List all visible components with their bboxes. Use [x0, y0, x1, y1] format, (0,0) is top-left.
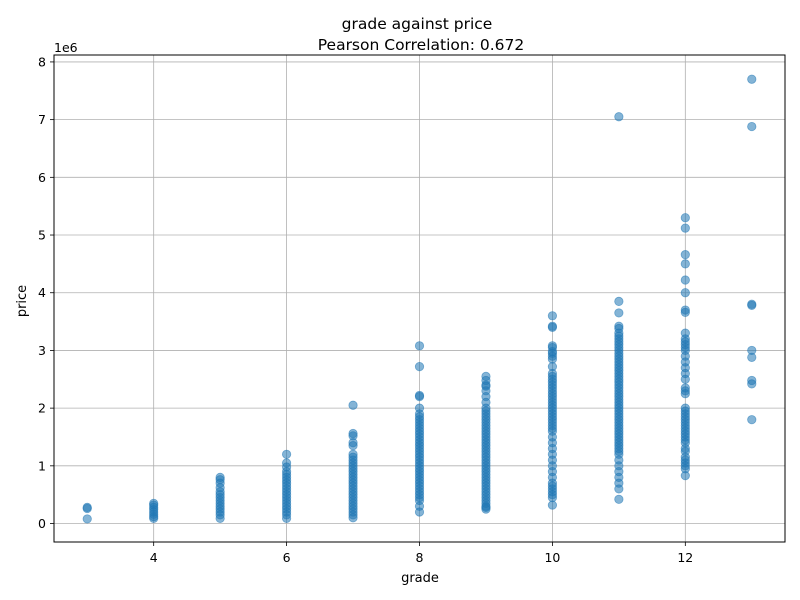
data-point [348, 441, 358, 451]
chart-subtitle: Pearson Correlation: 0.672 [318, 36, 525, 54]
data-point [747, 300, 757, 311]
x-tick-label: 8 [416, 550, 424, 565]
data-point [414, 391, 425, 402]
data-point [680, 259, 690, 269]
data-point [82, 514, 92, 524]
data-point [547, 311, 558, 321]
y-tick-label: 8 [38, 54, 46, 69]
grid-lines [54, 55, 785, 542]
data-point [614, 484, 624, 494]
x-tick-label: 4 [150, 550, 158, 565]
data-point [747, 379, 757, 389]
data-point [747, 415, 757, 425]
data-point [680, 275, 690, 285]
data-point [614, 296, 624, 306]
data-point [680, 389, 690, 399]
data-point [82, 503, 92, 514]
y-tick-label: 5 [38, 228, 46, 243]
data-point [747, 74, 757, 84]
y-axis-ticks: 0 1 2 3 4 5 6 7 8 [38, 54, 54, 531]
x-tick-label: 6 [283, 550, 291, 565]
y-tick-label: 1 [38, 458, 46, 473]
data-point [481, 502, 491, 512]
y-tick-label: 7 [38, 112, 46, 127]
data-point [614, 494, 624, 504]
data-point [680, 223, 690, 233]
data-point [614, 308, 624, 318]
data-point [414, 341, 425, 351]
y-offset-label: 1e6 [54, 40, 78, 55]
x-axis-label: grade [401, 571, 439, 586]
data-point [680, 307, 690, 317]
data-point [215, 513, 225, 523]
data-points [82, 74, 757, 524]
data-point [281, 449, 292, 459]
data-point [614, 112, 624, 122]
data-point [680, 471, 690, 481]
y-axis-label: price [15, 285, 30, 317]
data-point [348, 513, 358, 523]
x-axis-ticks: 4 6 8 10 12 [150, 542, 693, 565]
y-tick-label: 6 [38, 170, 46, 185]
data-point [547, 500, 558, 510]
data-point [414, 361, 425, 372]
data-point [680, 250, 690, 260]
y-tick-label: 3 [38, 343, 46, 358]
data-point [680, 213, 690, 223]
data-point [149, 513, 159, 523]
data-point [281, 513, 292, 523]
x-tick-label: 10 [544, 550, 560, 565]
data-point [547, 322, 558, 332]
chart-title: grade against price [342, 15, 493, 33]
y-tick-label: 0 [38, 516, 46, 531]
y-tick-label: 2 [38, 401, 46, 416]
data-point [747, 352, 757, 362]
data-point [680, 374, 690, 384]
data-point [747, 121, 757, 132]
x-tick-label: 12 [677, 550, 693, 565]
data-point [348, 400, 358, 410]
data-point [680, 288, 690, 298]
data-point [414, 507, 425, 517]
y-tick-label: 4 [38, 285, 46, 300]
